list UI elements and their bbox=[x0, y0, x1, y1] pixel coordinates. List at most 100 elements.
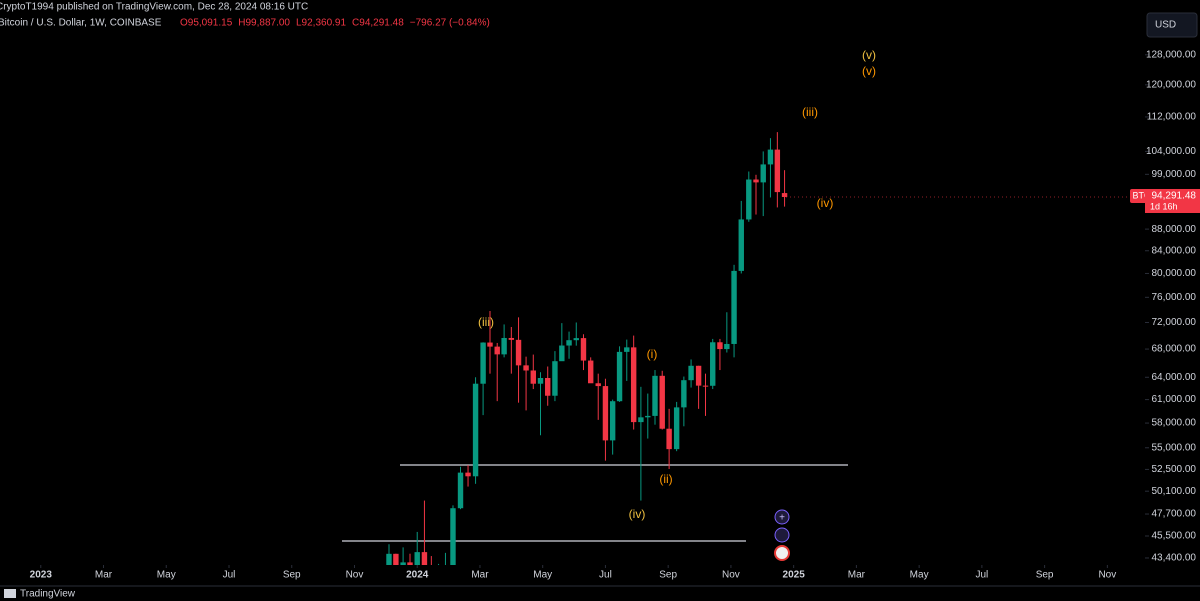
candle-body bbox=[746, 179, 752, 220]
y-tick-label: 52,500.00 bbox=[1152, 464, 1197, 475]
x-tick-label: Jul bbox=[975, 570, 988, 581]
candle-body bbox=[731, 270, 737, 344]
candle-body bbox=[472, 383, 479, 477]
candle-body bbox=[717, 342, 723, 350]
candle-body bbox=[630, 347, 637, 423]
wave-label: (iii) bbox=[478, 315, 494, 329]
candle-body bbox=[645, 415, 651, 418]
y-tick-label: 80,000.00 bbox=[1152, 268, 1197, 279]
candle-body bbox=[609, 401, 616, 441]
x-tick-label: Sep bbox=[659, 570, 677, 581]
logo bbox=[4, 589, 16, 598]
ohlc-value: O95,091.15 bbox=[180, 18, 233, 29]
candle-body bbox=[673, 407, 680, 450]
wave-label: (iii) bbox=[802, 105, 818, 119]
ohlc-value: −796.27 (−0.84%) bbox=[410, 18, 490, 29]
publisher: CryptoT1994 published on TradingView.com… bbox=[0, 2, 308, 13]
x-tick-label: 2023 bbox=[30, 570, 53, 581]
x-tick-label: 2024 bbox=[406, 570, 429, 581]
candle-body bbox=[480, 342, 486, 384]
x-tick-label: Jul bbox=[223, 570, 236, 581]
candle-body bbox=[523, 365, 529, 371]
currency[interactable]: USD bbox=[1155, 20, 1176, 31]
candle-body bbox=[738, 219, 744, 271]
brand: TradingView bbox=[20, 589, 76, 600]
y-tick-label: 50,100.00 bbox=[1152, 486, 1197, 497]
icon[interactable] bbox=[774, 545, 790, 561]
wave-label: (iv) bbox=[817, 196, 834, 210]
wave-label: (iv) bbox=[629, 507, 646, 521]
candle-body bbox=[400, 562, 406, 565]
x-tick-label: 2025 bbox=[783, 570, 806, 581]
x-tick-label: Sep bbox=[283, 570, 301, 581]
candle-body bbox=[710, 342, 716, 386]
icon-glyph: + bbox=[779, 513, 785, 524]
ohlc-value: C94,291.48 bbox=[352, 18, 404, 29]
candle-body bbox=[695, 365, 702, 386]
candle-body bbox=[573, 338, 579, 341]
plot-area bbox=[342, 132, 1145, 565]
y-tick-label: 68,000.00 bbox=[1152, 344, 1197, 355]
y-tick-label: 99,000.00 bbox=[1152, 169, 1197, 180]
countdown: 1d 16h bbox=[1150, 201, 1178, 211]
x-tick-label: Mar bbox=[848, 570, 866, 581]
candle-body bbox=[724, 343, 730, 350]
candle-body bbox=[659, 375, 665, 429]
candle-body bbox=[638, 417, 644, 423]
candle-body bbox=[767, 149, 774, 165]
ohlc-value: H99,887.00 bbox=[238, 18, 290, 29]
candle-body bbox=[580, 338, 587, 361]
y-tick-label: 72,000.00 bbox=[1152, 317, 1197, 328]
candle-body bbox=[688, 365, 694, 381]
candle-body bbox=[450, 508, 456, 565]
price-tag-full bbox=[1145, 188, 1200, 213]
price-tag-label: 94,291.48 bbox=[1152, 191, 1197, 202]
candle-body bbox=[457, 472, 464, 509]
candle-body bbox=[545, 377, 551, 396]
candle-body bbox=[760, 164, 766, 183]
ohlc-legend: O95,091.15 H99,887.00 L92,360.91 C94,291.48… bbox=[180, 18, 490, 29]
candle-body bbox=[552, 361, 558, 396]
y-tick-label: 76,000.00 bbox=[1152, 292, 1197, 303]
ohlc-value: L92,360.91 bbox=[296, 18, 346, 29]
y-tick-label: 64,000.00 bbox=[1152, 372, 1197, 383]
candle-body bbox=[753, 179, 759, 183]
candle-body bbox=[781, 193, 788, 197]
candle-body bbox=[487, 342, 493, 347]
candle-body bbox=[587, 360, 594, 384]
icon[interactable] bbox=[774, 527, 790, 543]
x-tick-label: May bbox=[533, 570, 552, 581]
candle-body bbox=[559, 345, 565, 362]
x-tick-label: Nov bbox=[1098, 570, 1116, 581]
wave-label: (v) bbox=[862, 64, 876, 78]
candle-body bbox=[494, 346, 500, 355]
x-tick-label: Nov bbox=[346, 570, 364, 581]
candle-body bbox=[681, 380, 687, 408]
x-tick-label: Nov bbox=[722, 570, 740, 581]
y-tick-label: 55,000.00 bbox=[1152, 442, 1197, 453]
candle-body bbox=[386, 553, 392, 565]
candle-body bbox=[537, 377, 544, 384]
candle-body bbox=[501, 337, 507, 355]
candle-body bbox=[530, 370, 536, 384]
x-tick-label: May bbox=[157, 570, 176, 581]
y-tick-label: 112,000.00 bbox=[1147, 112, 1197, 123]
icon[interactable] bbox=[774, 509, 790, 525]
y-tick-label: 43,400.00 bbox=[1152, 553, 1197, 564]
y-tick-label: 88,000.00 bbox=[1152, 224, 1197, 235]
currency-button[interactable] bbox=[1146, 12, 1198, 38]
y-tick-label: 61,000.00 bbox=[1152, 394, 1197, 405]
x-tick-label: Mar bbox=[471, 570, 489, 581]
y-tick-label: 104,000.00 bbox=[1146, 146, 1196, 157]
candle-body bbox=[624, 347, 630, 352]
candle-body bbox=[602, 386, 609, 441]
candle-body bbox=[465, 472, 471, 477]
wave-label: (i) bbox=[647, 347, 658, 361]
candle-body bbox=[702, 385, 709, 387]
candle-body bbox=[393, 553, 399, 565]
candle-body bbox=[595, 383, 601, 387]
y-tick-label: 128,000.00 bbox=[1146, 49, 1196, 60]
x-tick-label: Jul bbox=[599, 570, 612, 581]
